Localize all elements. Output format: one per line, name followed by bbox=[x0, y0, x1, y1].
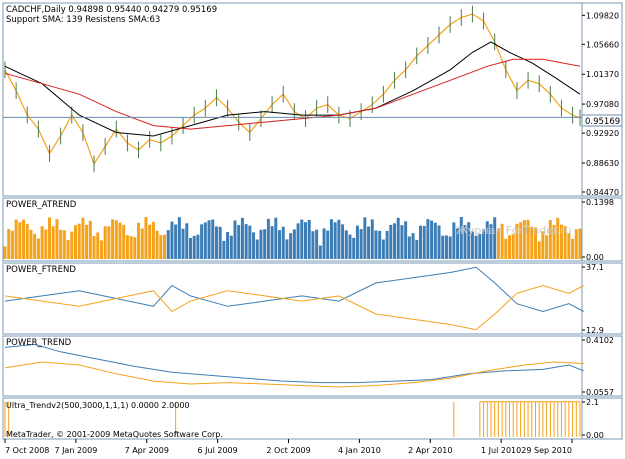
price-header-2: Support SMA: 139 Resistens SMA:63 bbox=[6, 15, 160, 25]
y-tick-label: 12.9 bbox=[586, 326, 604, 335]
y-tick-label: 0.00 bbox=[586, 253, 604, 262]
y-tick-label: 0.88630 bbox=[586, 159, 619, 168]
y-tick-label: 1.09820 bbox=[586, 11, 619, 20]
trend-header: POWER_TREND bbox=[6, 338, 72, 348]
sma-line bbox=[4, 41, 581, 137]
panel-frame bbox=[2, 397, 623, 440]
ultra-header: Ultra_Trendv2(500,3000,1,1,1) 0.0000 2.0… bbox=[6, 401, 190, 410]
atrend-header: POWER_ATREND bbox=[6, 200, 77, 210]
x-tick-label: 6 Jul 2009 bbox=[198, 446, 238, 455]
panel-frame bbox=[2, 262, 623, 335]
y-tick-label: 37.1 bbox=[586, 263, 604, 272]
x-tick-label: 29 Sep 2010 bbox=[521, 446, 572, 455]
chart-marks: 1.09820 1.05660 1.01370 0.97080 0.92920 0.886… bbox=[3, 5, 619, 455]
y-tick-label: 0.84470 bbox=[586, 188, 619, 197]
x-tick-label: 7 Oct 2008 bbox=[5, 446, 49, 455]
x-tick-label: 2 Apr 2010 bbox=[408, 446, 452, 455]
x-tick-label: 2 Oct 2009 bbox=[266, 446, 310, 455]
x-tick-label: 4 Jan 2010 bbox=[338, 446, 381, 455]
y-tick-label: 0.0557 bbox=[586, 388, 614, 397]
y-tick-label: 0.4102 bbox=[586, 336, 614, 345]
ftrend-line bbox=[4, 284, 584, 331]
price-close-line bbox=[4, 13, 581, 166]
y-tick-label: 0.00 bbox=[586, 431, 604, 440]
ftrend-header: POWER_FTREND bbox=[6, 265, 76, 275]
watermark-text: Журнал ForTrader.ru bbox=[456, 224, 572, 237]
y-tick-label: 0.97080 bbox=[586, 100, 619, 109]
ftrend-line bbox=[4, 266, 584, 313]
last-price-box bbox=[581, 114, 623, 127]
y-tick-label: 0.92920 bbox=[586, 129, 619, 138]
y-tick-label: 1.01370 bbox=[586, 70, 619, 79]
x-tick-label: 7 Apr 2009 bbox=[125, 446, 169, 455]
trend-line bbox=[4, 361, 584, 388]
y-tick-label: 0.1398 bbox=[586, 198, 614, 207]
sma-line bbox=[4, 58, 581, 130]
panel-frame bbox=[2, 197, 623, 262]
last-price-label: 0.95169 bbox=[585, 117, 620, 127]
price-header-1: CADCHF,Daily 0.94898 0.95440 0.94279 0.9… bbox=[6, 5, 217, 15]
trend-line bbox=[4, 343, 584, 384]
y-tick-label: 1.05660 bbox=[586, 40, 619, 49]
panel-frame bbox=[2, 335, 623, 397]
panel-frame bbox=[2, 2, 623, 197]
copyright-text: MetaTrader, © 2001-2009 MetaQuotes Softw… bbox=[6, 430, 223, 439]
y-tick-label: 2.1 bbox=[586, 398, 599, 407]
x-tick-label: 1 Jul 2010 bbox=[481, 446, 521, 455]
x-tick-label: 7 Jan 2009 bbox=[54, 446, 97, 455]
panel-frames bbox=[2, 2, 623, 440]
